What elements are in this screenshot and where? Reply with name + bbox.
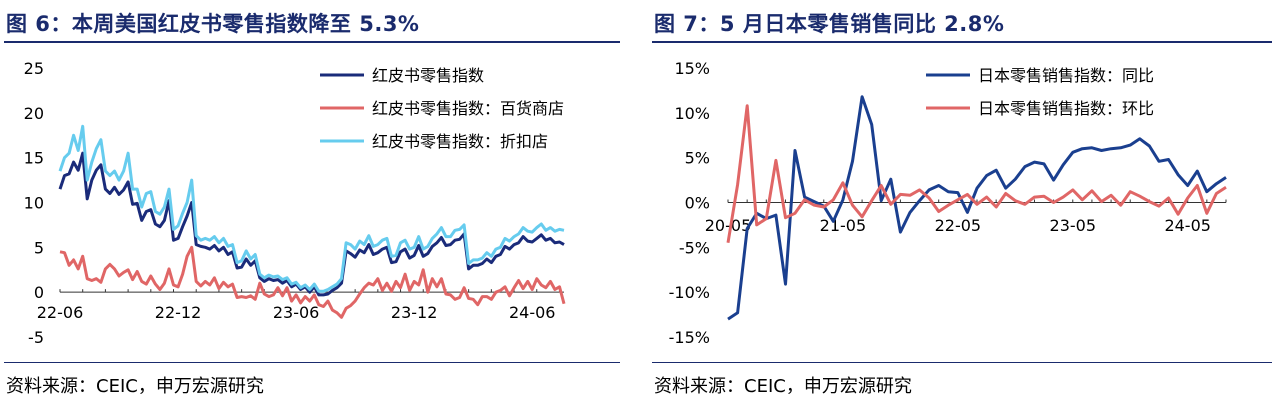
chart-panel-figure-7: 图 7：5 月日本零售销售同比 2.8% 15% 10% 5% 0% -5% -10% -1… (648, 0, 1280, 404)
y-tick-label: 5 (34, 238, 44, 257)
series-line-3 (58, 124, 565, 293)
y-tick-label: -10% (669, 283, 710, 302)
y-tick-label: -5% (679, 238, 710, 257)
legend-label: 红皮书零售指数 (372, 66, 484, 85)
legend-label: 红皮书零售指数：折扣店 (372, 132, 548, 151)
y-tick-label: 15 (24, 149, 44, 168)
x-tick-label: 24-06 (509, 303, 556, 322)
chart-title: 图 6：本周美国红皮书零售指数降至 5.3% (6, 12, 420, 36)
x-tick-label: 23-05 (1050, 216, 1097, 235)
redbook-retail-index-chart: 25 20 15 10 5 0 -5 22-06 22-12 23-06 23-12 24-06 红皮书… (24, 59, 566, 347)
y-tick-label: 10 (24, 194, 44, 213)
series-line-2 (59, 245, 566, 319)
title-divider (4, 41, 620, 43)
y-tick-label: 5% (685, 149, 710, 168)
x-tick-label: 20-05 (705, 216, 752, 235)
y-tick-label: -5 (28, 328, 44, 347)
x-tick-label: 24-05 (1164, 216, 1211, 235)
legend-label: 红皮书零售指数：百货商店 (372, 99, 564, 118)
source-divider (4, 362, 620, 363)
source-divider (652, 362, 1272, 363)
chart-title: 图 7：5 月日本零售销售同比 2.8% (654, 12, 1005, 36)
series-line-1 (58, 151, 565, 297)
title-divider (652, 41, 1272, 43)
chart-panel-figure-6: 图 6：本周美国红皮书零售指数降至 5.3% 25 20 15 10 5 0 -5 22-06… (0, 0, 630, 404)
legend-label: 日本零售销售指数：同比 (978, 66, 1154, 85)
source-note: 资料来源：CEIC，申万宏源研究 (6, 376, 264, 397)
x-tick-label: 23-06 (273, 303, 320, 322)
y-tick-label: 0% (685, 194, 710, 213)
series-line-2 (726, 104, 1227, 244)
series-line-1 (727, 95, 1227, 321)
japan-retail-sales-chart: 15% 10% 5% 0% -5% -10% -15% 20-05 21-05 22-05 23-0… (669, 59, 1227, 347)
legend-label: 日本零售销售指数：环比 (978, 99, 1154, 118)
x-tick-label: 21-05 (820, 216, 867, 235)
y-tick-label: -15% (669, 328, 710, 347)
x-tick-label: 22-06 (37, 303, 84, 322)
x-tick-label: 23-12 (391, 303, 438, 322)
source-note: 资料来源：CEIC，申万宏源研究 (654, 376, 912, 397)
y-tick-label: 15% (674, 59, 710, 78)
y-tick-label: 10% (674, 104, 710, 123)
y-tick-label: 25 (24, 59, 44, 78)
x-tick-label: 22-05 (935, 216, 982, 235)
x-tick-label: 22-12 (155, 303, 202, 322)
y-tick-label: 20 (24, 104, 44, 123)
y-tick-label: 0 (34, 283, 44, 302)
